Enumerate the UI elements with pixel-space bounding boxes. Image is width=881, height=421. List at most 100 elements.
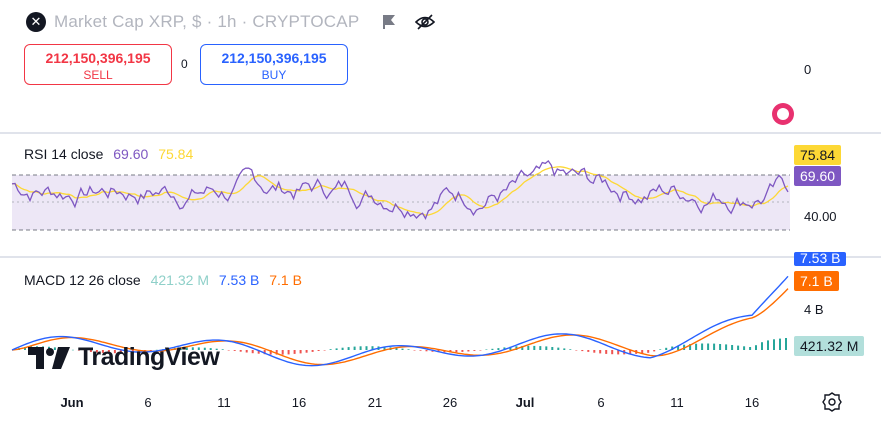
macd-signal-value: 7.1 B xyxy=(269,272,302,288)
histogram-bar xyxy=(281,350,284,355)
macd-legend[interactable]: MACD 12 26 close 421.32 M 7.53 B 7.1 B xyxy=(24,272,308,288)
time-tick: 6 xyxy=(597,395,605,410)
histogram-bar xyxy=(89,350,92,352)
macd-signal-tag: 7.1 B xyxy=(794,271,839,291)
histogram-bar xyxy=(743,346,746,350)
buy-button[interactable]: 212,150,396,195 BUY xyxy=(200,44,348,85)
histogram-bar xyxy=(287,350,290,355)
macd-pane[interactable]: MACD 12 26 close 421.32 M 7.53 B 7.1 B 7… xyxy=(0,252,881,390)
time-tick: 16 xyxy=(291,395,307,410)
histogram-bar xyxy=(323,350,326,351)
eye-off-icon[interactable] xyxy=(415,14,436,30)
histogram-bar xyxy=(647,350,650,353)
histogram-bar xyxy=(707,343,710,350)
histogram-bar xyxy=(401,348,404,350)
histogram-bar xyxy=(395,347,398,350)
macd-line xyxy=(11,275,789,367)
histogram-bar xyxy=(413,350,416,351)
histogram-bar xyxy=(491,348,494,350)
main-chart-pane[interactable]: ✕ Market Cap XRP, $ · 1h · CRYPTOCAP 212… xyxy=(0,0,881,132)
histogram-bar xyxy=(725,344,728,350)
histogram-bar xyxy=(539,346,542,350)
histogram-bar xyxy=(347,347,350,350)
histogram-bar xyxy=(719,344,722,350)
histogram-bar xyxy=(101,350,104,353)
macd-axis-label: 4 B xyxy=(804,302,824,317)
histogram-bar xyxy=(197,347,200,350)
histogram-bar xyxy=(767,340,769,350)
histogram-bar xyxy=(203,347,206,350)
histogram-bar xyxy=(545,346,548,350)
histogram-bar xyxy=(617,350,620,355)
histogram-bar xyxy=(731,345,734,350)
close-icon[interactable]: ✕ xyxy=(26,12,46,32)
histogram-bar xyxy=(461,350,464,352)
histogram-bar xyxy=(185,347,188,350)
histogram-bar xyxy=(383,346,386,350)
histogram-bar xyxy=(641,350,644,354)
rsi-legend[interactable]: RSI 14 close 69.60 75.84 xyxy=(24,146,199,162)
symbol-title[interactable]: Market Cap XRP, $ · 1h · CRYPTOCAP xyxy=(54,12,360,31)
histogram-bar xyxy=(485,349,488,350)
histogram-bar xyxy=(569,349,572,350)
buy-price: 212,150,396,195 xyxy=(221,50,327,66)
pane-divider[interactable] xyxy=(0,256,881,258)
histogram-bar xyxy=(665,347,668,350)
histogram-bar xyxy=(167,348,170,350)
histogram-bar xyxy=(701,343,704,350)
histogram-bar xyxy=(71,349,74,351)
flag-icon[interactable] xyxy=(381,14,397,30)
histogram-bar xyxy=(245,350,248,353)
pane-divider[interactable] xyxy=(0,132,881,134)
histogram-bar xyxy=(581,350,584,352)
histogram-bar xyxy=(779,338,781,350)
macd-histogram-tag: 421.32 M xyxy=(794,336,865,356)
histogram-bar xyxy=(191,347,194,350)
histogram-bar xyxy=(311,350,314,352)
histogram-bar xyxy=(575,350,578,351)
histogram-bar xyxy=(509,346,512,350)
histogram-bar xyxy=(251,350,254,354)
sell-label: SELL xyxy=(83,68,113,82)
histogram-bar xyxy=(215,348,218,350)
histogram-bar xyxy=(83,350,86,352)
histogram-bar xyxy=(119,350,122,354)
histogram-bar xyxy=(335,348,338,350)
rsi-value: 69.60 xyxy=(113,146,149,162)
time-axis[interactable]: Jun 6 11 16 21 26 Jul 6 11 16 xyxy=(0,390,881,421)
histogram-bar xyxy=(53,347,56,350)
histogram-bar xyxy=(497,348,500,350)
rsi-line xyxy=(11,159,789,221)
spread-value: 0 xyxy=(181,57,188,71)
histogram-bar xyxy=(221,349,224,350)
price-axis-zero-label: 0 xyxy=(804,62,812,77)
histogram-bar xyxy=(473,350,476,351)
histogram-bar xyxy=(629,350,632,355)
buy-label: BUY xyxy=(261,68,287,82)
histogram-bar xyxy=(107,350,110,354)
histogram-bar xyxy=(455,350,458,353)
rsi-pane[interactable]: RSI 14 close 69.60 75.84 75.84 69.60 40.… xyxy=(0,134,881,256)
rsi-axis-label: 40.00 xyxy=(804,209,837,224)
histogram-bar xyxy=(341,347,344,350)
histogram-bar xyxy=(689,344,692,350)
histogram-bar xyxy=(317,350,320,351)
histogram-bar xyxy=(761,342,763,350)
tradingview-logo[interactable]: TradingView xyxy=(28,343,220,372)
macd-histogram-value: 421.32 M xyxy=(150,272,209,288)
histogram-bar xyxy=(677,345,680,350)
histogram-bar xyxy=(557,347,560,350)
histogram-bar xyxy=(527,345,530,350)
histogram-bar xyxy=(149,350,152,351)
macd-value: 7.53 B xyxy=(218,272,260,288)
histogram-bar xyxy=(533,345,536,350)
settings-icon[interactable] xyxy=(822,392,842,412)
histogram-bar xyxy=(599,350,602,354)
macd-value-tag: 7.53 B xyxy=(794,252,847,266)
time-tick: 16 xyxy=(744,395,760,410)
histogram-bar xyxy=(299,350,302,354)
histogram-bar xyxy=(713,343,716,350)
sell-button[interactable]: 212,150,396,195 SELL xyxy=(24,44,172,85)
histogram-bar xyxy=(263,350,266,355)
time-tick: 21 xyxy=(367,395,383,410)
